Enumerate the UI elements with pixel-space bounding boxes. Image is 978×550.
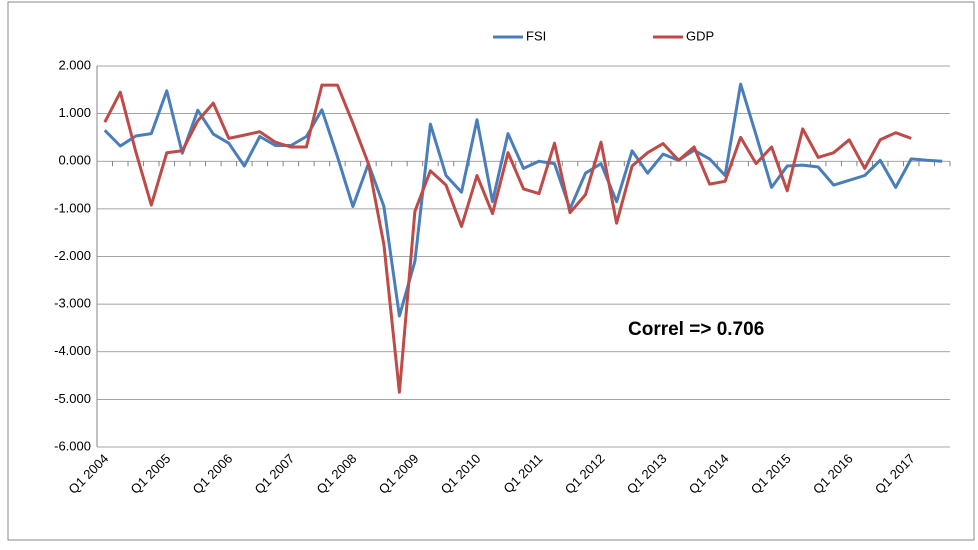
annotation: Correl => 0.706 [628,319,764,340]
y-tick-label: -6.000 [54,438,91,453]
y-tick-label: -3.000 [54,296,91,311]
chart-frame [7,1,975,541]
legend-label: GDP [686,28,714,43]
y-tick-label: 0.000 [58,153,91,168]
series-line [103,82,943,318]
legend-label: FSI [526,28,546,43]
y-tick-label: -4.000 [54,343,91,358]
y-tick-label: 2.000 [58,57,91,72]
y-tick-label: 1.000 [58,105,91,120]
series-line [103,83,912,394]
y-tick-label: -5.000 [54,391,91,406]
y-tick-label: -1.000 [54,200,91,215]
y-tick-label: -2.000 [54,248,91,263]
